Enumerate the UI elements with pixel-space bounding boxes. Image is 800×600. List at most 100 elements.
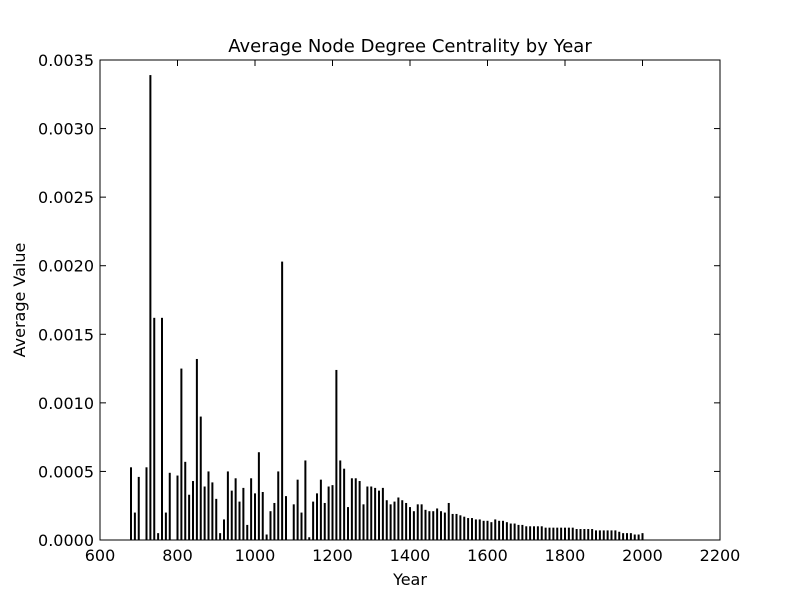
x-tick-label: 1000: [235, 546, 276, 565]
bar-1500: [447, 502, 450, 540]
bar-1550: [467, 518, 470, 540]
bar-850: [195, 358, 198, 540]
bars-group: [130, 75, 644, 540]
bar-870: [203, 486, 206, 540]
y-tick-label: 0.0035: [38, 51, 94, 70]
bar-860: [199, 416, 202, 540]
y-tick-label: 0.0030: [38, 120, 94, 139]
bar-910: [219, 533, 222, 540]
bar-1660: [509, 523, 512, 540]
bar-1140: [308, 537, 311, 540]
bar-770: [164, 512, 167, 540]
bar-990: [250, 478, 253, 540]
bar-1690: [521, 524, 524, 540]
bar-1560: [471, 518, 473, 540]
bar-1980: [633, 534, 636, 540]
bar-1250: [350, 478, 353, 540]
bar-1780: [556, 527, 559, 540]
bar-1880: [595, 530, 597, 540]
bar-680: [130, 467, 132, 540]
y-tick-label: 0.0005: [38, 462, 94, 481]
bar-1350: [389, 504, 392, 540]
chart-title: Average Node Degree Centrality by Year: [228, 36, 592, 57]
bar-1570: [474, 519, 477, 540]
x-tick-label: 2000: [622, 546, 663, 565]
bar-1360: [393, 501, 396, 540]
x-tick-label: 1200: [312, 546, 353, 565]
bar-1930: [614, 530, 617, 540]
bar-1970: [629, 533, 632, 540]
bar-1860: [587, 529, 590, 540]
bar-1700: [525, 526, 528, 540]
bar-1770: [552, 527, 555, 540]
bar-1370: [397, 497, 400, 540]
bar-930: [226, 471, 229, 540]
bar-1180: [323, 502, 326, 540]
bar-1990: [637, 534, 640, 540]
bar-1020: [261, 492, 264, 540]
bar-1420: [416, 504, 419, 540]
bar-1600: [486, 520, 489, 540]
bar-1390: [405, 502, 408, 540]
bar-1300: [370, 486, 373, 540]
y-tick-label: 0.0000: [38, 531, 94, 550]
bar-1910: [606, 530, 609, 540]
bar-1440: [424, 509, 427, 540]
bar-1890: [598, 530, 601, 540]
bar-1850: [583, 529, 586, 540]
bar-840: [192, 481, 194, 540]
bar-950: [234, 478, 237, 540]
bar-1840: [579, 529, 582, 540]
bar-1580: [478, 519, 481, 540]
bar-1820: [571, 527, 574, 540]
bar-1240: [347, 507, 349, 540]
bar-1960: [626, 533, 628, 540]
bar-1810: [567, 527, 570, 540]
x-tick-label: 1400: [390, 546, 431, 565]
bar-1510: [451, 513, 454, 540]
bar-1800: [564, 527, 566, 540]
bar-1920: [610, 530, 613, 540]
bar-1290: [366, 486, 369, 540]
bar-1310: [374, 487, 377, 540]
bar-1280: [362, 504, 365, 540]
bar-1710: [529, 526, 532, 540]
bar-1470: [436, 508, 439, 540]
x-tick-label: 1600: [467, 546, 508, 565]
bar-890: [211, 482, 214, 540]
bar-1260: [354, 478, 357, 540]
bar-940: [230, 490, 233, 540]
bar-1460: [432, 511, 435, 540]
bar-1110: [296, 479, 299, 540]
bar-820: [184, 461, 187, 540]
axes-group: 600 800 1000 1200 1400 1600 1800 2000 2200 0.0000…: [38, 51, 740, 565]
bar-1590: [482, 520, 485, 540]
bar-1380: [401, 500, 404, 540]
bar-720: [145, 467, 148, 540]
bar-1870: [591, 529, 594, 540]
bar-1160: [316, 493, 318, 540]
bar-1170: [319, 479, 322, 540]
bar-1330: [381, 487, 384, 540]
bar-1100: [292, 504, 295, 540]
bar-1670: [513, 523, 516, 540]
x-tick-label: 600: [85, 546, 116, 565]
bar-1490: [443, 512, 446, 540]
bar-980: [246, 524, 249, 540]
bar-1220: [339, 460, 342, 540]
bar-1430: [420, 504, 423, 540]
y-tick-label: 0.0020: [38, 257, 94, 276]
bar-1830: [575, 529, 578, 540]
y-tick-label: 0.0015: [38, 325, 94, 344]
bar-1610: [490, 522, 493, 540]
x-tick-label: 1800: [545, 546, 586, 565]
bar-1720: [533, 526, 535, 540]
x-axis-label: Year: [392, 570, 427, 589]
bar-690: [133, 512, 136, 540]
bar-760: [161, 317, 163, 540]
bar-1030: [265, 534, 268, 540]
bar-1450: [428, 511, 431, 540]
bar-700: [137, 476, 140, 540]
bar-1950: [622, 533, 625, 540]
